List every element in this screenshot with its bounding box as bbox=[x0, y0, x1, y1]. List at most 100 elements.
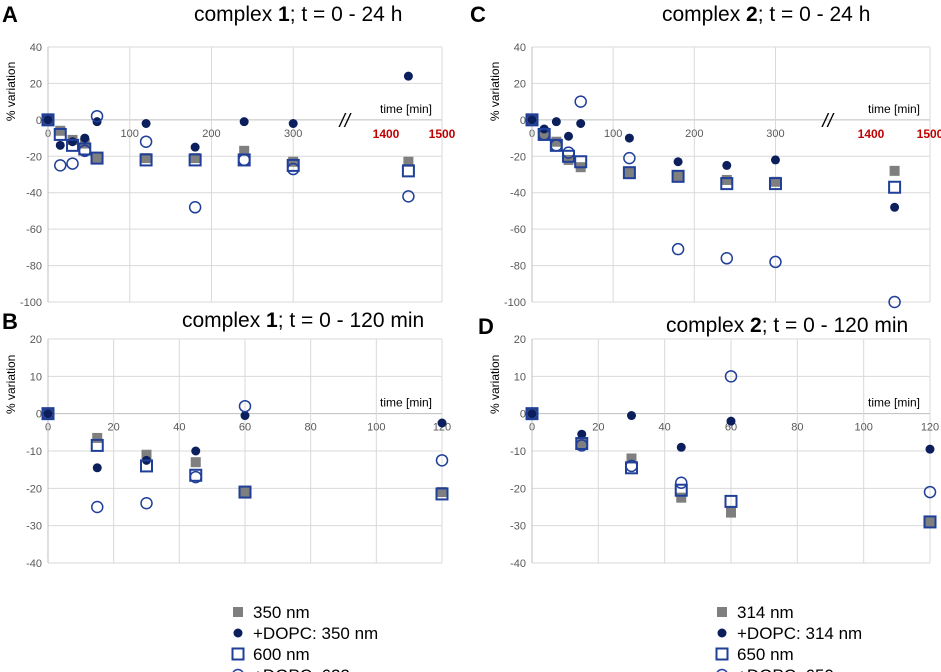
data-point-square-open bbox=[139, 153, 153, 167]
data-point-circle-open bbox=[41, 113, 55, 127]
data-point-circle-filled bbox=[726, 416, 736, 426]
legend-marker-shape bbox=[715, 647, 729, 661]
data-point-circle-open bbox=[91, 500, 104, 514]
data-point-square-open-shape bbox=[140, 459, 153, 473]
data-point-square-filled-shape bbox=[673, 171, 684, 182]
title-prefix: complex bbox=[182, 309, 266, 332]
data-point-circle-filled bbox=[676, 442, 686, 452]
data-point-square-open bbox=[671, 169, 685, 183]
data-point-circle-open-shape bbox=[724, 370, 738, 383]
panel-b-title: complex 1; t = 0 - 120 min bbox=[182, 309, 424, 332]
legend-marker-shape bbox=[233, 628, 243, 638]
data-point-circle-filled bbox=[673, 157, 683, 167]
title-suffix: ; t = 0 - 120 min bbox=[762, 314, 909, 337]
data-point-circle-filled-shape bbox=[43, 115, 53, 125]
data-point-circle-open bbox=[237, 153, 251, 167]
data-point-square-filled bbox=[726, 507, 736, 518]
data-point-circle-open-shape bbox=[41, 407, 55, 420]
data-point-square-open bbox=[724, 494, 738, 508]
y-tick-label: 40 bbox=[30, 42, 42, 54]
data-point-square-filled-shape bbox=[770, 176, 781, 187]
y-tick-label: 0 bbox=[36, 115, 42, 127]
legend-label: 350 nm bbox=[253, 603, 310, 622]
data-point-circle-filled-shape bbox=[239, 117, 249, 127]
data-point-circle-filled bbox=[890, 202, 900, 212]
data-point-circle-filled-shape bbox=[627, 411, 636, 421]
title-suffix: ; t = 0 - 24 h bbox=[758, 3, 871, 26]
legend-marker-shape bbox=[232, 668, 244, 672]
y-tick-label: 20 bbox=[30, 334, 42, 346]
data-point-circle-filled-shape bbox=[55, 140, 65, 150]
y-tick-label: -40 bbox=[26, 188, 42, 200]
x-axis-label: time [min] bbox=[380, 396, 432, 410]
legend-label: +DOPC: 314 nm bbox=[737, 624, 862, 643]
legend-label: 314 nm bbox=[737, 603, 794, 622]
data-point-circle-open-shape bbox=[41, 113, 55, 127]
data-point-square-open-shape bbox=[574, 155, 588, 169]
axis-break-mark: // bbox=[820, 111, 834, 132]
data-point-circle-open-shape bbox=[78, 144, 92, 158]
data-point-square-filled bbox=[288, 156, 299, 167]
data-point-circle-filled bbox=[564, 131, 574, 141]
y-tick-label: -40 bbox=[510, 558, 526, 570]
data-point-circle-filled-shape bbox=[80, 133, 90, 143]
data-point-circle-open bbox=[724, 370, 738, 383]
data-point-square-filled bbox=[563, 154, 574, 165]
data-point-circle-filled-shape bbox=[437, 418, 447, 428]
data-point-circle-open bbox=[140, 497, 153, 510]
x-axis-label: time [min] bbox=[380, 102, 432, 116]
data-point-square-open-shape bbox=[888, 180, 902, 194]
title-complex-number: 1 bbox=[278, 3, 290, 26]
y-tick-label: 0 bbox=[520, 115, 526, 127]
data-point-square-filled-shape bbox=[925, 516, 935, 527]
y-tick-label: 10 bbox=[514, 371, 526, 383]
x-tick-label: 60 bbox=[725, 422, 737, 434]
y-tick-label: 0 bbox=[36, 409, 42, 421]
data-point-square-open-shape bbox=[66, 138, 80, 152]
y-axis-label: % variation bbox=[4, 355, 18, 414]
data-point-circle-filled-shape bbox=[925, 444, 935, 454]
data-point-square-filled bbox=[240, 487, 250, 498]
y-tick-label: -60 bbox=[26, 224, 42, 236]
data-point-circle-filled bbox=[551, 117, 561, 127]
data-point-circle-filled-shape bbox=[43, 409, 53, 419]
data-point-square-filled-shape bbox=[626, 453, 637, 464]
y-tick-label: -100 bbox=[504, 297, 526, 309]
data-point-square-filled-shape bbox=[141, 153, 152, 164]
legend-marker-shape bbox=[717, 607, 727, 617]
data-point-circle-filled-shape bbox=[527, 115, 537, 125]
data-point-circle-open bbox=[720, 252, 734, 265]
data-point-square-filled bbox=[92, 153, 103, 164]
data-point-circle-open-shape bbox=[923, 485, 937, 499]
data-point-square-open bbox=[90, 438, 104, 452]
data-point-square-filled-shape bbox=[624, 167, 635, 178]
data-point-circle-filled bbox=[191, 446, 201, 456]
data-point-circle-open bbox=[575, 439, 588, 452]
data-point-circle-filled bbox=[80, 133, 90, 143]
data-point-square-open-shape bbox=[671, 169, 685, 183]
data-point-circle-open bbox=[238, 399, 252, 413]
data-point-square-filled bbox=[539, 129, 550, 140]
data-point-square-open-shape bbox=[90, 438, 104, 452]
x-tick-label: 80 bbox=[305, 422, 317, 434]
title-complex-number: 2 bbox=[746, 3, 758, 26]
data-point-circle-filled-shape bbox=[722, 160, 732, 170]
data-point-circle-open-shape bbox=[888, 295, 901, 309]
title-prefix: complex bbox=[666, 314, 750, 337]
data-point-circle-filled bbox=[577, 429, 587, 439]
legend-marker bbox=[233, 607, 243, 617]
data-point-square-filled bbox=[437, 487, 447, 498]
data-point-circle-open-shape bbox=[188, 201, 202, 214]
data-point-square-open bbox=[188, 153, 202, 167]
data-point-square-open-shape bbox=[53, 127, 67, 141]
data-point-circle-filled bbox=[527, 115, 537, 125]
data-point-square-filled bbox=[403, 156, 414, 167]
data-point-circle-filled bbox=[925, 444, 935, 454]
y-tick-label: -20 bbox=[26, 483, 42, 495]
y-tick-label: -80 bbox=[510, 261, 526, 273]
data-point-circle-filled bbox=[68, 137, 78, 147]
data-point-square-filled bbox=[239, 145, 250, 156]
data-point-square-filled-shape bbox=[141, 449, 152, 460]
